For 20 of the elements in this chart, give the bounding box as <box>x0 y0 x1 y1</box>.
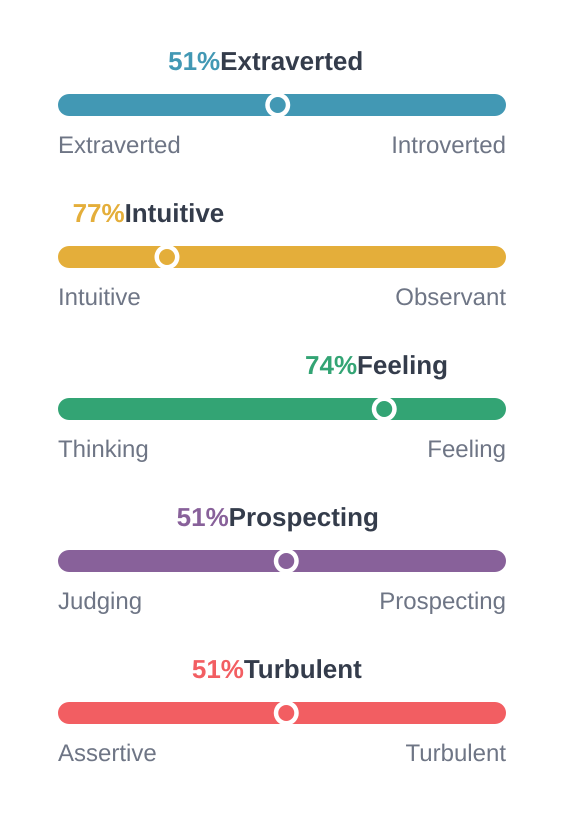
category-label: Feeling <box>357 350 448 380</box>
data-label: 51% <box>168 46 220 76</box>
text: Feeling <box>427 436 506 463</box>
text: Turbulent <box>406 740 506 767</box>
category-label: Prospecting <box>228 502 379 532</box>
data-label: 51% <box>176 502 229 532</box>
text: Extraverted <box>58 132 181 159</box>
category-label: Introverted <box>391 132 506 159</box>
category-label: Thinking <box>58 436 149 463</box>
text: Prospecting <box>379 588 506 615</box>
category-label: Observant <box>395 284 506 311</box>
category-label: Intuitive <box>124 198 224 228</box>
category-label: Extraverted <box>220 46 364 76</box>
category-label: Assertive <box>58 740 157 767</box>
category-label: Turbulent <box>244 654 362 684</box>
category-label: Judging <box>58 588 142 615</box>
data-label: 77% <box>72 198 125 228</box>
text: Intuitive <box>58 284 141 311</box>
data-label: 51% <box>192 654 244 684</box>
data-label: 74% <box>305 350 358 380</box>
